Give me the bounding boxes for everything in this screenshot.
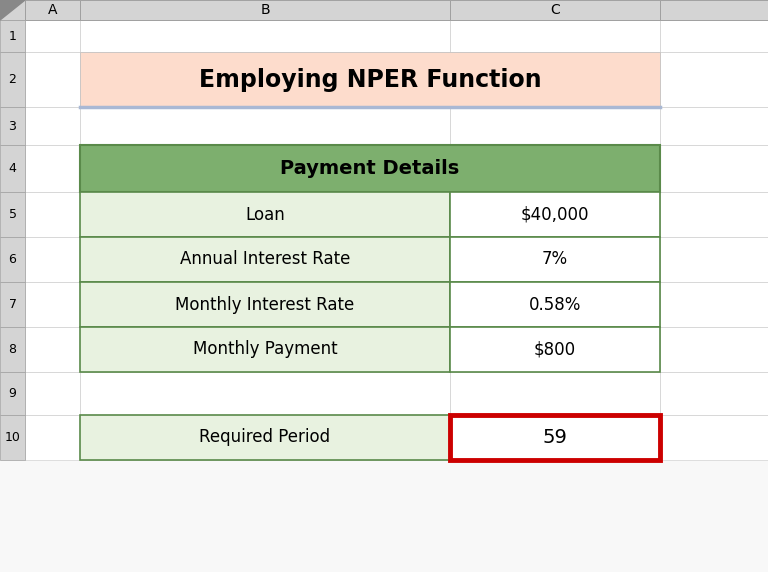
- Bar: [450, 327, 660, 372]
- Bar: [0, 415, 25, 460]
- Text: 7: 7: [8, 298, 16, 311]
- Bar: [660, 192, 768, 237]
- Bar: [0, 327, 25, 372]
- Bar: [80, 52, 450, 107]
- Bar: [80, 20, 450, 52]
- Text: 4: 4: [8, 162, 16, 175]
- Bar: [660, 20, 768, 52]
- Bar: [25, 0, 80, 20]
- Bar: [450, 192, 660, 237]
- Bar: [450, 415, 660, 460]
- Bar: [450, 415, 660, 460]
- Bar: [0, 237, 25, 282]
- Bar: [0, 192, 25, 237]
- Bar: [25, 282, 80, 327]
- Bar: [80, 327, 450, 372]
- Bar: [80, 415, 450, 460]
- Bar: [0, 20, 25, 52]
- Bar: [80, 145, 450, 192]
- Text: 0.58%: 0.58%: [529, 296, 581, 313]
- Bar: [450, 0, 660, 20]
- Bar: [80, 192, 450, 237]
- Bar: [25, 52, 80, 107]
- Bar: [25, 415, 80, 460]
- Bar: [660, 327, 768, 372]
- Text: Monthly Payment: Monthly Payment: [193, 340, 337, 359]
- Text: 5: 5: [8, 208, 16, 221]
- Bar: [450, 372, 660, 415]
- Text: 2: 2: [8, 73, 16, 86]
- Bar: [0, 52, 25, 107]
- Text: 1: 1: [8, 30, 16, 42]
- Text: Annual Interest Rate: Annual Interest Rate: [180, 251, 350, 268]
- Bar: [25, 107, 80, 145]
- Bar: [660, 372, 768, 415]
- Bar: [25, 372, 80, 415]
- Bar: [450, 237, 660, 282]
- Text: Payment Details: Payment Details: [280, 159, 459, 178]
- Bar: [450, 107, 660, 145]
- Text: 8: 8: [8, 343, 16, 356]
- Bar: [0, 145, 25, 192]
- Bar: [0, 372, 25, 415]
- Bar: [80, 52, 660, 107]
- Bar: [0, 107, 25, 145]
- Bar: [0, 282, 25, 327]
- Bar: [450, 282, 660, 327]
- Bar: [80, 282, 450, 327]
- Bar: [660, 282, 768, 327]
- Bar: [450, 20, 660, 52]
- Text: 10: 10: [5, 431, 21, 444]
- Bar: [450, 327, 660, 372]
- Text: 7%: 7%: [542, 251, 568, 268]
- Bar: [450, 192, 660, 237]
- Text: Loan: Loan: [245, 205, 285, 224]
- Bar: [660, 52, 768, 107]
- Bar: [450, 282, 660, 327]
- Bar: [80, 415, 450, 460]
- Text: Required Period: Required Period: [200, 428, 330, 447]
- Bar: [25, 192, 80, 237]
- Bar: [660, 145, 768, 192]
- Bar: [25, 20, 80, 52]
- Bar: [0, 0, 25, 20]
- Bar: [450, 52, 660, 107]
- Bar: [80, 237, 450, 282]
- Bar: [25, 237, 80, 282]
- Text: $800: $800: [534, 340, 576, 359]
- Bar: [450, 237, 660, 282]
- Bar: [660, 415, 768, 460]
- Bar: [450, 145, 660, 192]
- Bar: [25, 145, 80, 192]
- Polygon shape: [0, 0, 25, 20]
- Text: C: C: [550, 3, 560, 17]
- Bar: [80, 372, 450, 415]
- Text: Monthly Interest Rate: Monthly Interest Rate: [175, 296, 355, 313]
- Text: 9: 9: [8, 387, 16, 400]
- Text: $40,000: $40,000: [521, 205, 589, 224]
- Bar: [660, 0, 768, 20]
- Text: 59: 59: [542, 428, 568, 447]
- Bar: [80, 0, 450, 20]
- Bar: [660, 107, 768, 145]
- Bar: [25, 327, 80, 372]
- Text: 3: 3: [8, 120, 16, 133]
- Text: 6: 6: [8, 253, 16, 266]
- Bar: [80, 327, 450, 372]
- Bar: [80, 192, 450, 237]
- Bar: [80, 237, 450, 282]
- Bar: [660, 237, 768, 282]
- Bar: [80, 145, 660, 192]
- Text: Employing NPER Function: Employing NPER Function: [199, 67, 541, 92]
- Text: A: A: [48, 3, 58, 17]
- Text: B: B: [260, 3, 270, 17]
- Bar: [80, 107, 450, 145]
- Bar: [80, 282, 450, 327]
